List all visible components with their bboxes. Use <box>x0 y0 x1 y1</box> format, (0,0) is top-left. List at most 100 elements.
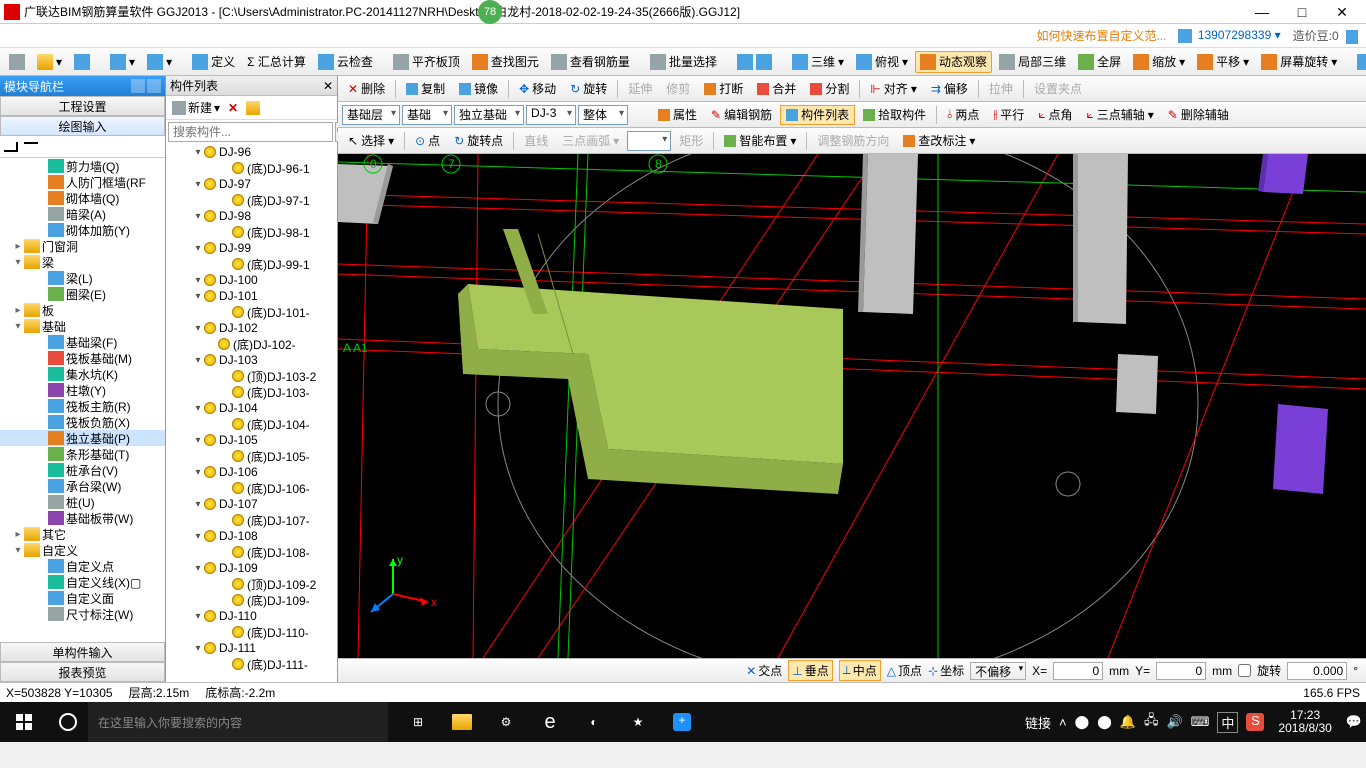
offset-mode-combo[interactable]: 不偏移▾ <box>970 662 1026 680</box>
nav-tree-item[interactable]: ▸板 <box>0 302 165 318</box>
component-tree-item[interactable]: (顶)DJ-103-2 <box>166 368 337 384</box>
nav-tree-item[interactable]: ▾自定义 <box>0 542 165 558</box>
nav-tree-item[interactable]: 砌体墙(Q) <box>0 190 165 206</box>
component-tree-item[interactable]: ▾DJ-110 <box>166 608 337 624</box>
view-3d-button[interactable]: 三维▾ <box>787 51 849 73</box>
component-tree-item[interactable]: ▾DJ-96 <box>166 144 337 160</box>
tray-up-icon[interactable]: ˄ <box>1059 715 1067 730</box>
tray-icon-2[interactable]: ⬤ <box>1097 714 1112 730</box>
nav-tree-item[interactable]: 剪力墙(Q) <box>0 158 165 174</box>
batch-select-button[interactable]: 批量选择 <box>645 51 722 73</box>
component-tree-item[interactable]: ▾DJ-97 <box>166 176 337 192</box>
taskbar-search[interactable]: 在这里输入你要搜索的内容 <box>88 702 388 742</box>
component-search-input[interactable] <box>168 122 333 142</box>
nav-tree-item[interactable]: 筏板负筋(X) <box>0 414 165 430</box>
app-icon-3[interactable]: ★ <box>616 702 660 742</box>
category-combo[interactable]: 基础 <box>402 105 452 125</box>
nav-tree-item[interactable]: ▾梁 <box>0 254 165 270</box>
bell-icon[interactable] <box>1346 30 1358 44</box>
nav-tree-item[interactable]: 自定义面 <box>0 590 165 606</box>
copy-component-icon[interactable] <box>244 99 262 117</box>
component-tree-item[interactable]: (底)DJ-108- <box>166 544 337 560</box>
app-icon-4[interactable]: + <box>660 702 704 742</box>
component-tree-item[interactable]: (底)DJ-105- <box>166 448 337 464</box>
maximize-button[interactable]: □ <box>1282 0 1322 24</box>
zoom-button[interactable]: 缩放▾ <box>1128 51 1190 73</box>
nav-tree-item[interactable]: 筏板主筋(R) <box>0 398 165 414</box>
new-file-button[interactable] <box>4 51 30 73</box>
name-combo[interactable]: DJ-3 <box>526 105 576 125</box>
component-tree-item[interactable]: ▾DJ-109 <box>166 560 337 576</box>
component-tree-item[interactable]: ▾DJ-98 <box>166 208 337 224</box>
scope-combo[interactable]: 整体 <box>578 105 628 125</box>
component-list-button[interactable]: 构件列表 <box>780 105 855 125</box>
snap-mid[interactable]: ⟂中点 <box>839 660 881 681</box>
move-button[interactable]: ✥移动 <box>513 79 562 99</box>
delete-button[interactable]: ✕删除 <box>342 79 391 99</box>
save-button[interactable] <box>69 51 95 73</box>
component-tree-item[interactable]: ▾DJ-104 <box>166 400 337 416</box>
component-tree-item[interactable]: (顶)DJ-109-2 <box>166 576 337 592</box>
local-3d-button[interactable]: 局部三维 <box>994 51 1071 73</box>
nav-tree-item[interactable]: ▸其它 <box>0 526 165 542</box>
component-tree-item[interactable]: ▾DJ-102 <box>166 320 337 336</box>
component-tree-item[interactable]: ▾DJ-106 <box>166 464 337 480</box>
redo-button[interactable]: ▾ <box>142 51 177 73</box>
merge-button[interactable]: 合并 <box>751 79 802 99</box>
edit-rebar-button[interactable]: ✎编辑钢筋 <box>705 105 778 125</box>
fullscreen-button[interactable]: 全屏 <box>1073 51 1126 73</box>
notification-icon[interactable]: 💬 <box>1346 714 1362 730</box>
point-tool-button[interactable]: ⊙点 <box>409 131 446 151</box>
offset-button[interactable]: ⇉偏移 <box>925 79 974 99</box>
nav-section-project[interactable]: 工程设置 <box>0 96 165 116</box>
tray-link[interactable]: 链接 <box>1025 713 1051 732</box>
nav-tree-item[interactable]: 梁(L) <box>0 270 165 286</box>
rotate-checkbox[interactable] <box>1238 664 1251 677</box>
nav-tree-item[interactable]: 自定义点 <box>0 558 165 574</box>
nav-section-single[interactable]: 单构件输入 <box>0 642 165 662</box>
nav-tree-item[interactable]: 承台梁(W) <box>0 478 165 494</box>
sogou-icon[interactable]: S <box>1246 713 1264 731</box>
component-tree-item[interactable]: ▾DJ-108 <box>166 528 337 544</box>
sum-button[interactable]: Σ 汇总计算 <box>242 51 311 73</box>
nav-tree-item[interactable]: 集水坑(K) <box>0 366 165 382</box>
type-combo[interactable]: 独立基础 <box>454 105 524 125</box>
property-button[interactable]: 属性 <box>652 105 703 125</box>
3d-viewport[interactable]: 0 7 8 A A1 y x <box>338 154 1366 658</box>
cortana-icon[interactable] <box>48 702 88 742</box>
snap-coord[interactable]: ⊹坐标 <box>928 662 964 679</box>
point-angle-button[interactable]: ⟀点角 <box>1032 105 1078 125</box>
nav-pin-icon[interactable] <box>131 79 145 93</box>
minimize-button[interactable]: — <box>1242 0 1282 24</box>
floor-combo[interactable]: 基础层 <box>342 105 400 125</box>
tray-vol-icon[interactable]: 🔊 <box>1166 714 1182 730</box>
start-button[interactable] <box>0 702 48 742</box>
check-annotation-button[interactable]: 查改标注▾ <box>897 131 981 151</box>
nav-tree-item[interactable]: 条形基础(T) <box>0 446 165 462</box>
parallel-button[interactable]: ⫲平行 <box>987 105 1030 125</box>
screen-rotate-button[interactable]: 屏幕旋转▾ <box>1256 51 1342 73</box>
app-icon-1[interactable]: ⚙ <box>484 702 528 742</box>
component-tree-item[interactable]: ▾DJ-99 <box>166 240 337 256</box>
rotate-point-button[interactable]: ↻旋转点 <box>448 131 509 151</box>
nav-tree-item[interactable]: 桩承台(V) <box>0 462 165 478</box>
flat-top-button[interactable]: 平齐板顶 <box>388 51 465 73</box>
nav-tree-item[interactable]: 尺寸标注(W) <box>0 606 165 622</box>
component-tree-item[interactable]: ▾DJ-111 <box>166 640 337 656</box>
nav-section-report[interactable]: 报表预览 <box>0 662 165 682</box>
nav-section-draw[interactable]: 绘图输入 <box>0 116 165 136</box>
component-tree-item[interactable]: (底)DJ-107- <box>166 512 337 528</box>
snap-cross[interactable]: ✕交点 <box>746 662 782 679</box>
nav-tree-item[interactable]: 砌体加筋(Y) <box>0 222 165 238</box>
nav-tree-item[interactable]: 基础梁(F) <box>0 334 165 350</box>
cloud-check-button[interactable]: 云检查 <box>313 51 378 73</box>
component-tree-item[interactable]: (底)DJ-111- <box>166 656 337 672</box>
component-tree[interactable]: ▾DJ-96(底)DJ-96-1▾DJ-97(底)DJ-97-1▾DJ-98(底… <box>166 144 337 682</box>
nav-tree-item[interactable]: 桩(U) <box>0 494 165 510</box>
nav-tree-item[interactable]: ▾基础 <box>0 318 165 334</box>
copy-button[interactable]: 复制 <box>400 79 451 99</box>
component-tree-item[interactable]: ▾DJ-100 <box>166 272 337 288</box>
taskbar-clock[interactable]: 17:232018/8/30 <box>1272 709 1337 735</box>
draw-combo[interactable] <box>627 131 671 151</box>
delete-component-icon[interactable]: ✕ <box>226 99 240 117</box>
